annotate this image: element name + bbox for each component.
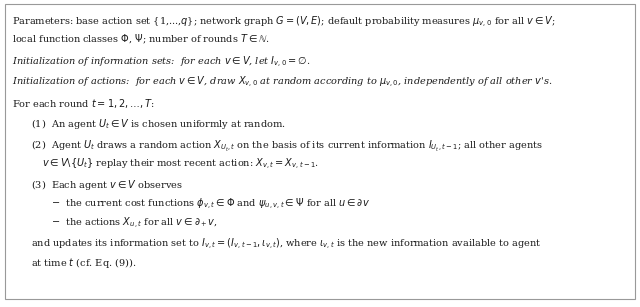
- Text: $v\in V\backslash\{U_t\}$ replay their most recent action: $X_{v,t}=X_{v,t-1}$.: $v\in V\backslash\{U_t\}$ replay their m…: [42, 157, 319, 172]
- Text: (2)  Agent $U_t$ draws a random action $X_{U_t,t}$ on the basis of its current i: (2) Agent $U_t$ draws a random action $X…: [31, 139, 543, 154]
- Text: at time $t$ (cf. Eq. (9)).: at time $t$ (cf. Eq. (9)).: [31, 256, 136, 270]
- Text: (1)  An agent $U_t\in V$ is chosen uniformly at random.: (1) An agent $U_t\in V$ is chosen unifor…: [31, 117, 285, 131]
- Text: Initialization of information sets:  for each $v\in V$, let $I_{v,0}=\varnothing: Initialization of information sets: for …: [12, 55, 310, 70]
- Text: $-$  the current cost functions $\phi_{v,t}\in\Phi$ and $\psi_{u,v,t}\in\Psi$ fo: $-$ the current cost functions $\phi_{v,…: [51, 197, 370, 212]
- Text: Parameters: base action set {1,...,$q$}; network graph $G=(V,E)$; default probab: Parameters: base action set {1,...,$q$};…: [12, 15, 555, 30]
- Text: local function classes $\Phi$, $\Psi$; number of rounds $T\in\mathbb{N}$.: local function classes $\Phi$, $\Psi$; n…: [12, 33, 269, 46]
- Text: (3)  Each agent $v\in V$ observes: (3) Each agent $v\in V$ observes: [31, 178, 183, 192]
- Text: For each round $t=1,2,\ldots,T$:: For each round $t=1,2,\ldots,T$:: [12, 97, 154, 110]
- Text: $-$  the actions $X_{u,t}$ for all $v\in\partial_+ v$,: $-$ the actions $X_{u,t}$ for all $v\in\…: [51, 216, 218, 231]
- Text: Initialization of actions:  for each $v\in V$, draw $X_{v,0}$ at random accordin: Initialization of actions: for each $v\i…: [12, 75, 552, 90]
- Text: and updates its information set to $I_{v,t}=(I_{v,t-1},\iota_{v,t})$, where $\io: and updates its information set to $I_{v…: [31, 237, 541, 252]
